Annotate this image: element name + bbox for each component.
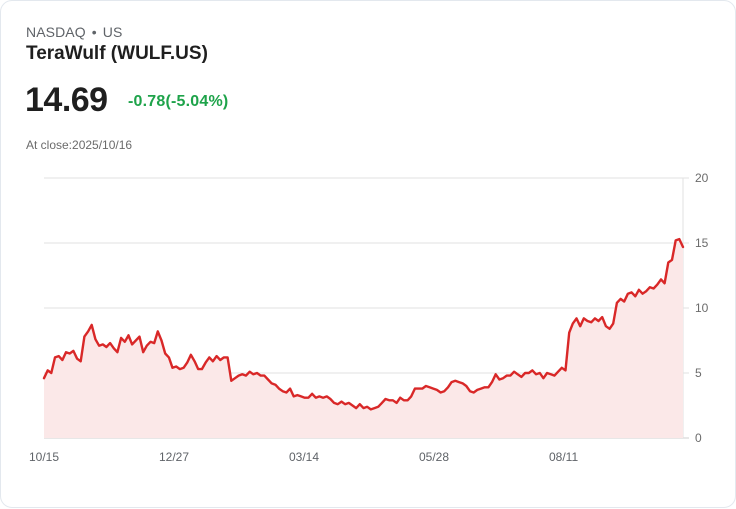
x-tick-label: 03/14	[289, 450, 319, 464]
current-price: 14.69	[25, 81, 108, 119]
x-tick-label: 08/11	[549, 450, 578, 464]
y-tick-label: 20	[695, 171, 709, 185]
x-tick-label: 10/15	[29, 450, 59, 464]
separator-dot: •	[91, 24, 97, 40]
price-change: -0.78(-5.04%)	[128, 93, 229, 110]
close-date: At close:2025/10/16	[26, 138, 133, 152]
x-tick-label: 05/28	[419, 450, 449, 464]
y-axis: 0 5 10 15 20	[695, 171, 709, 445]
stock-title: TeraWulf (WULF.US)	[26, 43, 208, 64]
x-axis: 10/15 12/27 03/14 05/28 08/11	[29, 450, 578, 464]
y-tick-label: 5	[695, 366, 702, 380]
exchange-line: NASDAQ • US	[26, 24, 122, 40]
y-tick-label: 15	[695, 236, 709, 250]
exchange-name: NASDAQ	[26, 24, 86, 40]
y-tick-label: 10	[695, 301, 709, 315]
region-label: US	[102, 24, 123, 40]
x-tick-label: 12/27	[159, 450, 189, 464]
y-tick-label: 0	[695, 431, 702, 445]
price-line	[42, 237, 685, 411]
price-area-fill	[44, 239, 683, 438]
